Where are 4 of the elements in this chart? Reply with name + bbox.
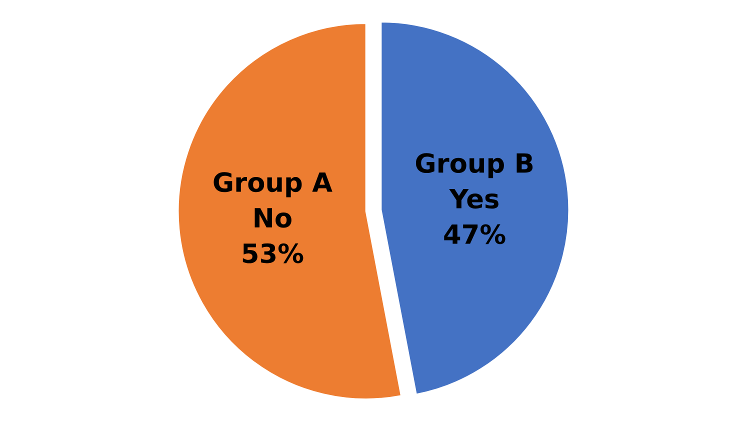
data-label: 47% xyxy=(444,224,506,244)
data-label: 53% xyxy=(242,243,304,264)
slice-label: Group A No xyxy=(214,172,332,228)
slice-label: Group B Yes xyxy=(416,153,533,209)
